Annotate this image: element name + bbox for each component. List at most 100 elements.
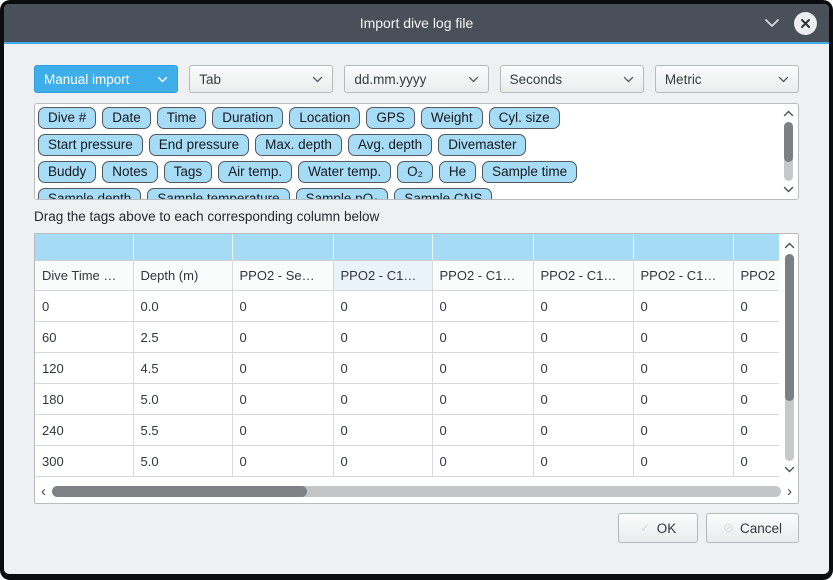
tag-date[interactable]: Date [102, 107, 151, 129]
table-cell: 0 [333, 383, 433, 415]
combo-duration-format[interactable]: Seconds [499, 65, 644, 93]
tag-sample-time[interactable]: Sample time [482, 161, 578, 183]
scrollbar-track[interactable] [52, 485, 781, 497]
table-cell: 0.0 [133, 290, 233, 322]
tag-start-pressure[interactable]: Start pressure [38, 134, 143, 156]
tag-sample-depth[interactable]: Sample depth [38, 188, 142, 199]
scroll-up-icon[interactable] [784, 238, 795, 253]
table-cell: 4.5 [133, 352, 233, 384]
combo-field-separator[interactable]: Tab [189, 65, 334, 93]
tag-buddy[interactable]: Buddy [38, 161, 97, 183]
tag-end-pressure[interactable]: End pressure [148, 134, 250, 156]
column-header[interactable]: Dive Time … [35, 260, 134, 291]
column-header[interactable]: PPO2 - C1… [432, 260, 534, 291]
drop-target-cell[interactable] [533, 234, 634, 261]
drop-target-cell[interactable] [35, 234, 134, 261]
tag-weight[interactable]: Weight [420, 107, 483, 129]
titlebar[interactable]: Import dive log file [4, 4, 829, 42]
combo-import-source[interactable]: Manual import [34, 65, 179, 93]
tag-location[interactable]: Location [289, 107, 361, 129]
table-cell: 120 [35, 352, 134, 384]
table-vertical-scrollbar[interactable] [781, 238, 797, 477]
scrollbar-track[interactable] [784, 254, 794, 461]
table-cell [633, 476, 734, 477]
chevron-down-icon [778, 76, 789, 82]
table-cell: 0 [633, 414, 734, 446]
table-cell: 0 [533, 321, 634, 353]
import-dive-log-dialog: Import dive log file Manual import Tab dd.… [4, 4, 829, 574]
table-row: 240 5.5 0 0 0 0 0 0 [35, 414, 779, 446]
table-cell: 0 [333, 321, 433, 353]
dialog-content: Manual import Tab dd.mm.yyyy Seconds Metric … [4, 44, 829, 574]
tag-sample-po[interactable]: Sample pO₂ [295, 188, 389, 199]
scroll-left-icon[interactable]: ‹ [41, 482, 46, 500]
tag-dive[interactable]: Dive # [38, 107, 97, 129]
column-header[interactable]: PPO2 - Se… [232, 260, 334, 291]
cancel-button[interactable]: ⊘ Cancel [706, 513, 799, 543]
tag-max-depth[interactable]: Max. depth [255, 134, 342, 156]
scrollbar-track[interactable] [783, 122, 793, 181]
column-header[interactable]: PPO2 - C1… [733, 260, 779, 291]
scroll-down-icon[interactable] [784, 462, 795, 477]
table-cell: 0 [432, 414, 534, 446]
table-cell: 0 [232, 383, 334, 415]
column-header[interactable]: PPO2 - C1… [333, 260, 433, 291]
scroll-right-icon[interactable]: › [787, 482, 792, 500]
dialog-buttons: ✓ OK ⊘ Cancel [34, 513, 799, 543]
table-cell: 60 [35, 321, 134, 353]
table-cell: 0 [432, 445, 534, 477]
tag-cyl-size[interactable]: Cyl. size [488, 107, 560, 129]
table-cell: 0 [232, 290, 334, 322]
tag-he[interactable]: He [438, 161, 477, 183]
tag-air-temp[interactable]: Air temp. [218, 161, 293, 183]
table-cell [333, 476, 433, 477]
column-header[interactable]: Depth (m) [133, 260, 233, 291]
tag-sample-temperature[interactable]: Sample temperature [147, 188, 290, 199]
column-header[interactable]: PPO2 - C1… [533, 260, 634, 291]
column-header[interactable]: PPO2 - C1… [633, 260, 734, 291]
chevron-down-icon [623, 76, 634, 82]
table-cell: 0 [432, 321, 534, 353]
tag-divemaster[interactable]: Divemaster [438, 134, 527, 156]
tag-time[interactable]: Time [156, 107, 207, 129]
table-cell: 2.5 [133, 321, 233, 353]
tag-duration[interactable]: Duration [212, 107, 284, 129]
scrollbar-thumb[interactable] [52, 485, 308, 497]
combo-label: Tab [199, 71, 221, 87]
combo-label: dd.mm.yyyy [354, 71, 427, 87]
import-options-row: Manual import Tab dd.mm.yyyy Seconds Metric [34, 65, 800, 93]
shade-chevron-down-icon[interactable] [764, 18, 780, 28]
drop-target-cell[interactable] [633, 234, 734, 261]
tag-avg-depth[interactable]: Avg. depth [347, 134, 433, 156]
table-cell [733, 476, 779, 477]
close-button[interactable] [794, 11, 817, 35]
table-cell: 0 [633, 321, 734, 353]
drop-target-cell[interactable] [333, 234, 433, 261]
combo-units[interactable]: Metric [654, 65, 800, 93]
tag-notes[interactable]: Notes [102, 161, 158, 183]
combo-date-format[interactable]: dd.mm.yyyy [344, 65, 489, 93]
scrollbar-thumb[interactable] [784, 254, 794, 401]
drop-target-cell[interactable] [133, 234, 233, 261]
scroll-up-icon[interactable] [783, 106, 794, 121]
drop-target-cell[interactable] [432, 234, 534, 261]
titlebar-accent-line [4, 42, 829, 44]
scrollbar-thumb[interactable] [783, 122, 793, 163]
tag-o[interactable]: O₂ [397, 161, 433, 183]
tag-water-temp[interactable]: Water temp. [298, 161, 392, 183]
table-cell: 0 [633, 290, 734, 322]
tag-gps[interactable]: GPS [366, 107, 415, 129]
table-cell: 0 [533, 383, 634, 415]
table-cell: 0 [333, 352, 433, 384]
table-row: 300 5.0 0 0 0 0 0 0 [35, 445, 779, 477]
drop-target-cell[interactable] [733, 234, 779, 261]
tag-tags[interactable]: Tags [163, 161, 213, 183]
drop-target-cell[interactable] [232, 234, 334, 261]
tag-sample-cns[interactable]: Sample CNS [394, 188, 493, 199]
table-cell: 0 [633, 383, 734, 415]
table-horizontal-scrollbar[interactable]: ‹ › [39, 481, 794, 501]
scroll-down-icon[interactable] [783, 182, 794, 197]
cancel-button-label: Cancel [739, 520, 782, 536]
tag-pool-scrollbar[interactable] [780, 106, 796, 197]
ok-button[interactable]: ✓ OK [618, 513, 699, 543]
